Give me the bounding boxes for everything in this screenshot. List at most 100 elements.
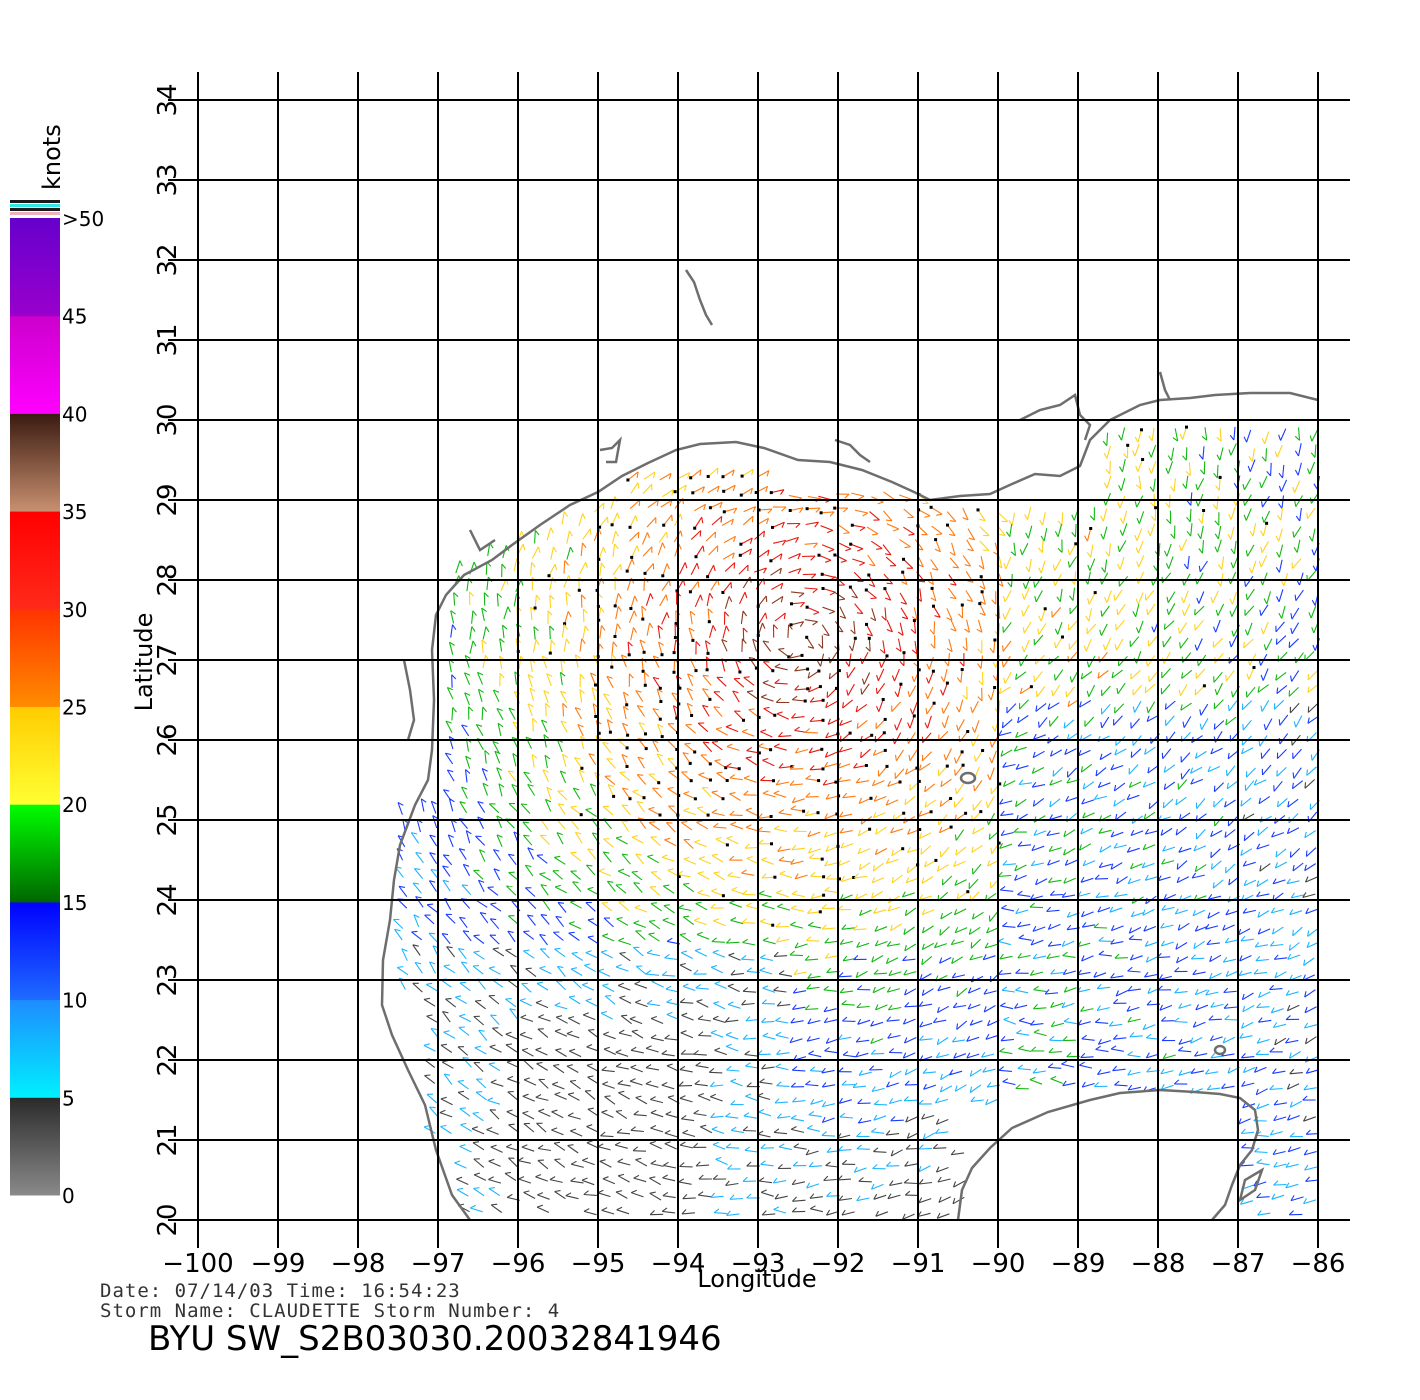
wind-vector-barb	[1046, 906, 1052, 912]
wind-vector	[726, 837, 739, 845]
wind-vector	[733, 678, 745, 688]
wind-vector-barb	[1048, 877, 1053, 883]
wind-vector	[804, 587, 818, 590]
wind-vector	[972, 827, 985, 835]
wind-vector	[1082, 1082, 1095, 1088]
wind-vector-barb	[565, 638, 571, 645]
wind-vector-barb	[429, 852, 436, 855]
wind-vector	[1218, 477, 1221, 491]
wind-vector	[554, 886, 567, 894]
wind-vector	[1142, 862, 1155, 869]
wind-vector	[730, 919, 744, 925]
wind-vector-barb	[1113, 594, 1116, 601]
wind-vector	[1224, 829, 1236, 838]
wind-vector	[478, 879, 485, 893]
wind-vector	[792, 1100, 806, 1103]
wind-vector-barb	[713, 918, 720, 922]
wind-vector-barb	[1304, 864, 1307, 871]
wind-vector	[1114, 893, 1128, 898]
wind-vector	[1032, 1070, 1046, 1074]
wind-vector-barb	[1233, 499, 1237, 506]
wind-vector-barb	[1225, 970, 1230, 977]
wind-vector-barb	[885, 553, 892, 556]
wind-vector	[776, 938, 790, 943]
wind-vector-barb	[824, 886, 830, 892]
wind-vector	[740, 537, 753, 545]
wind-vector-barb	[1158, 974, 1163, 980]
wind-vector	[824, 940, 838, 944]
wind-vector	[615, 884, 627, 894]
wind-vector-barb	[471, 626, 476, 632]
wind-vector	[839, 542, 852, 550]
wind-vector-barb	[713, 1001, 720, 1004]
wind-vector-barb	[918, 894, 923, 900]
wind-vector	[430, 801, 437, 814]
wind-vector	[1297, 443, 1302, 457]
rain-flag-dot	[533, 606, 537, 610]
wind-vector	[725, 1045, 739, 1052]
wind-vector	[1174, 991, 1188, 994]
wind-vector	[792, 699, 806, 702]
wind-vector	[521, 983, 532, 993]
wind-vector	[1098, 1039, 1111, 1045]
wind-vector-barb	[1312, 644, 1316, 651]
wind-vector-barb	[1127, 985, 1133, 992]
wind-vector	[432, 815, 438, 829]
rain-flag-dot	[1218, 475, 1222, 479]
wind-vector	[457, 1091, 470, 1100]
rain-flag-dot	[706, 575, 710, 579]
wind-vector-barb	[665, 1111, 672, 1115]
wind-vector-barb	[986, 1082, 992, 1088]
wind-vector-barb	[650, 1015, 657, 1020]
wind-vector	[1286, 880, 1300, 885]
wind-vector	[517, 1160, 531, 1164]
wind-vector	[1181, 669, 1193, 679]
rain-flag-dot	[980, 590, 984, 594]
wind-vector	[458, 1026, 470, 1036]
wind-vector-barb	[938, 826, 943, 834]
wind-vector	[566, 1033, 580, 1039]
wind-vector-barb	[900, 601, 907, 605]
wind-vector-barb	[955, 849, 958, 856]
rain-flag-dot	[610, 523, 614, 527]
wind-vector	[1061, 1002, 1075, 1009]
wind-vector-barb	[1303, 959, 1306, 966]
wind-vector	[1052, 684, 1061, 697]
wind-vector	[977, 619, 983, 633]
wind-vector	[493, 868, 501, 881]
wind-vector-barb	[1010, 551, 1016, 557]
wind-vector-barb	[788, 652, 794, 659]
wind-vector	[969, 955, 983, 961]
wind-vector	[696, 821, 709, 830]
wind-vector	[805, 958, 819, 961]
wind-vector-barb	[829, 511, 835, 517]
wind-vector	[1194, 619, 1204, 631]
wind-vector-barb	[921, 908, 926, 915]
wind-vector	[475, 899, 488, 908]
wind-vector	[771, 595, 784, 604]
wind-vector-barb	[692, 1142, 699, 1148]
wind-vector	[763, 708, 776, 716]
wind-vector-barb	[575, 831, 582, 835]
wind-vector-barb	[510, 964, 517, 967]
wind-vector	[1292, 748, 1302, 760]
wind-vector-barb	[762, 790, 769, 794]
wind-vector	[875, 719, 886, 729]
wind-vector-barb	[1087, 564, 1091, 571]
wind-vector	[1129, 636, 1140, 648]
wind-vector-barb	[506, 1109, 513, 1113]
wind-vector	[1160, 827, 1173, 836]
wind-vector	[809, 768, 824, 771]
wind-vector-barb	[1275, 850, 1278, 858]
wind-vector	[1212, 590, 1219, 604]
wind-vector-barb	[477, 671, 484, 676]
wind-vector-barb	[1242, 860, 1247, 867]
wind-vector	[1127, 1054, 1141, 1058]
wind-vector-barb	[826, 874, 832, 880]
wind-vector	[1288, 687, 1299, 697]
wind-vector	[508, 1157, 519, 1168]
wind-vector	[1142, 844, 1156, 851]
wind-vector	[629, 515, 637, 528]
wind-vector	[680, 1001, 694, 1004]
wind-vector	[681, 1118, 695, 1122]
